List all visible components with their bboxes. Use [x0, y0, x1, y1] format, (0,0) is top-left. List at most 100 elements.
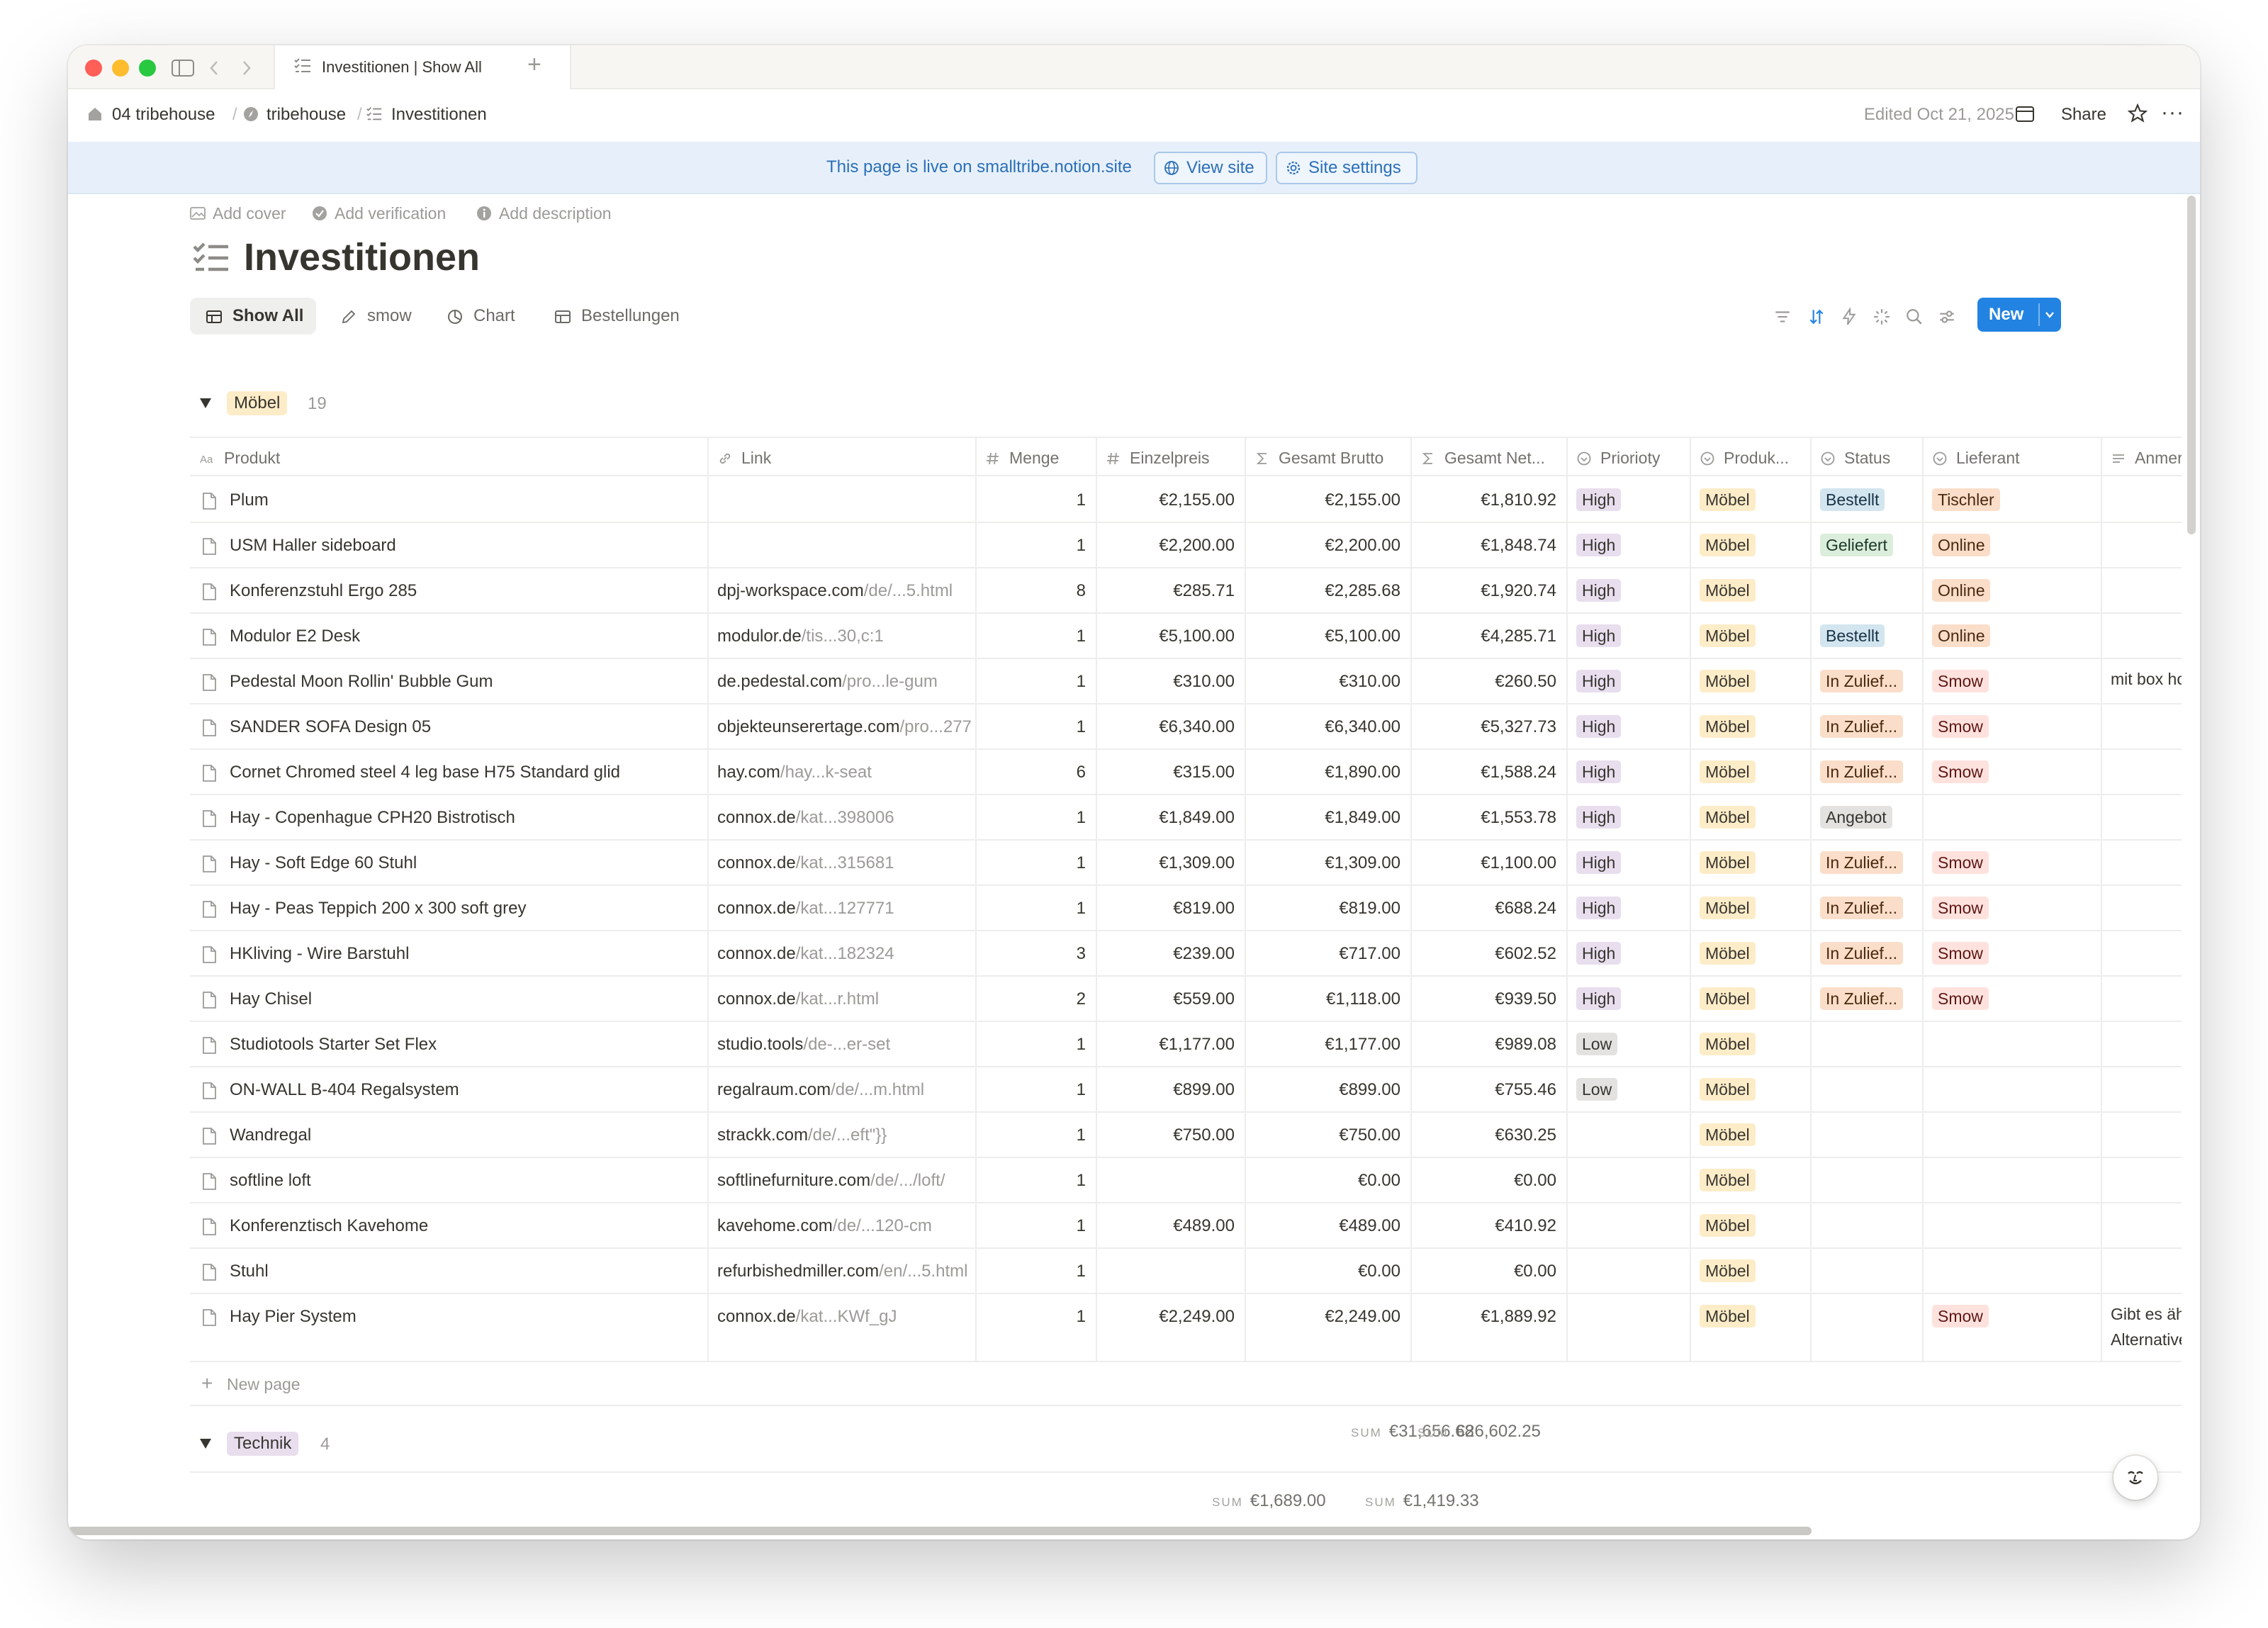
brutto-cell[interactable]: €0.00 [1245, 1249, 1410, 1294]
link-cell[interactable]: connox.de/kat...398006 [707, 795, 975, 841]
status-cell[interactable]: Bestellt [1810, 614, 1922, 659]
column-header[interactable]: Gesamt Net... [1410, 438, 1566, 478]
netto-cell[interactable]: €1,848.74 [1410, 523, 1566, 568]
produkt-cell[interactable]: Konferenzstuhl Ergo 285 [190, 568, 707, 614]
netto-cell[interactable]: €1,920.74 [1410, 568, 1566, 614]
column-header[interactable]: Status [1810, 438, 1922, 478]
link-path[interactable]: /de/...m.html [831, 1080, 925, 1099]
column-header[interactable]: Einzelpreis [1096, 438, 1245, 478]
collapse-caret-icon[interactable] [200, 398, 211, 408]
status-cell[interactable]: Bestellt [1810, 478, 1922, 523]
status-cell[interactable] [1810, 1022, 1922, 1067]
brutto-cell[interactable]: €1,890.00 [1245, 750, 1410, 795]
lieferant-cell[interactable]: Tischler [1922, 478, 2101, 523]
netto-cell[interactable]: €939.50 [1410, 977, 1566, 1022]
produkt-cell[interactable]: Hay Pier System [190, 1294, 707, 1340]
prio-cell[interactable]: Low [1566, 1067, 1690, 1113]
brutto-cell[interactable]: €819.00 [1245, 886, 1410, 931]
table-row[interactable]: softline loft softlinefurniture.com/de/..… [190, 1158, 2182, 1203]
chevron-down-icon[interactable] [2043, 308, 2057, 322]
table-row[interactable]: Hay Chisel connox.de/kat...r.html 2 €559.00… [190, 977, 2182, 1022]
prio-cell[interactable] [1566, 1158, 1690, 1203]
lieferant-cell[interactable]: Smow [1922, 886, 2101, 931]
produkt-cell[interactable]: Studiotools Starter Set Flex [190, 1022, 707, 1067]
menge-cell[interactable]: 1 [975, 1022, 1096, 1067]
link-path[interactable]: /de/...eft"}} [808, 1125, 887, 1145]
add-cover-button[interactable]: Add cover [213, 204, 286, 223]
produk-cell[interactable]: Möbel [1690, 841, 1810, 886]
einzel-cell[interactable]: €899.00 [1096, 1067, 1245, 1113]
link-cell[interactable]: connox.de/kat...182324 [707, 931, 975, 977]
menge-cell[interactable]: 1 [975, 523, 1096, 568]
status-cell[interactable] [1810, 1294, 1922, 1340]
column-header[interactable]: Aa Produkt [190, 438, 707, 478]
brutto-cell[interactable]: €2,155.00 [1245, 478, 1410, 523]
produkt-cell[interactable]: Pedestal Moon Rollin' Bubble Gum [190, 659, 707, 704]
link-path[interactable]: /hay...k-seat [780, 763, 872, 782]
lieferant-cell[interactable]: Smow [1922, 931, 2101, 977]
einzel-cell[interactable]: €1,177.00 [1096, 1022, 1245, 1067]
link-cell[interactable]: connox.de/kat...315681 [707, 841, 975, 886]
produkt-cell[interactable]: Stuhl [190, 1249, 707, 1294]
lieferant-cell[interactable] [1922, 1067, 2101, 1113]
back-arrow-icon[interactable] [208, 60, 220, 77]
forward-arrow-icon[interactable] [241, 60, 252, 77]
menge-cell[interactable]: 1 [975, 841, 1096, 886]
lieferant-cell[interactable]: Online [1922, 614, 2101, 659]
netto-cell[interactable]: €755.46 [1410, 1067, 1566, 1113]
lieferant-cell[interactable] [1922, 1022, 2101, 1067]
column-header[interactable]: Menge [975, 438, 1096, 478]
einzel-cell[interactable]: €819.00 [1096, 886, 1245, 931]
search-icon[interactable] [1905, 308, 1924, 326]
prio-cell[interactable]: High [1566, 750, 1690, 795]
link-cell[interactable] [707, 478, 975, 523]
filter-icon[interactable] [1773, 308, 1792, 326]
lieferant-cell[interactable]: Smow [1922, 704, 2101, 750]
brutto-cell[interactable]: €6,340.00 [1245, 704, 1410, 750]
add-description-button[interactable]: Add description [499, 204, 612, 223]
menge-cell[interactable]: 8 [975, 568, 1096, 614]
einzel-cell[interactable]: €239.00 [1096, 931, 1245, 977]
close-window-button[interactable] [85, 60, 102, 77]
lieferant-cell[interactable]: Smow [1922, 977, 2101, 1022]
einzel-cell[interactable]: €489.00 [1096, 1203, 1245, 1249]
brutto-cell[interactable]: €2,249.00 [1245, 1294, 1410, 1340]
produk-cell[interactable]: Möbel [1690, 795, 1810, 841]
brutto-cell[interactable]: €489.00 [1245, 1203, 1410, 1249]
new-tab-button[interactable]: + [527, 51, 541, 78]
breadcrumb-item-tribehouse[interactable]: tribehouse [266, 105, 347, 124]
table-row[interactable]: Hay Pier System connox.de/kat...KWf_gJ 1 €2… [190, 1294, 2182, 1362]
table-row[interactable]: Wandregal strackk.com/de/...eft"}} 1 €750.0… [190, 1113, 2182, 1158]
netto-cell[interactable]: €630.25 [1410, 1113, 1566, 1158]
netto-cell[interactable]: €0.00 [1410, 1249, 1566, 1294]
brutto-cell[interactable]: €2,200.00 [1245, 523, 1410, 568]
status-cell[interactable]: Angebot [1810, 795, 1922, 841]
table-row[interactable]: Hay - Peas Teppich 200 x 300 soft grey co… [190, 886, 2182, 931]
netto-cell[interactable]: €410.92 [1410, 1203, 1566, 1249]
link-host[interactable]: objekteunserertage.com [717, 717, 900, 736]
produkt-cell[interactable]: USM Haller sideboard [190, 523, 707, 568]
prio-cell[interactable]: High [1566, 568, 1690, 614]
produkt-cell[interactable]: Hay - Soft Edge 60 Stuhl [190, 841, 707, 886]
einzel-cell[interactable]: €285.71 [1096, 568, 1245, 614]
menge-cell[interactable]: 1 [975, 886, 1096, 931]
collapse-caret-icon[interactable] [200, 1439, 211, 1449]
menge-cell[interactable]: 1 [975, 1203, 1096, 1249]
einzel-cell[interactable]: €315.00 [1096, 750, 1245, 795]
share-button[interactable]: Share [2060, 105, 2106, 124]
lieferant-cell[interactable] [1922, 1113, 2101, 1158]
status-cell[interactable] [1810, 1249, 1922, 1294]
prio-cell[interactable]: High [1566, 659, 1690, 704]
anmerkung-cell[interactable]: mit box holder und [2101, 659, 2182, 727]
brutto-cell[interactable]: €5,100.00 [1245, 614, 1410, 659]
einzel-cell[interactable]: €5,100.00 [1096, 614, 1245, 659]
lieferant-cell[interactable]: Smow [1922, 659, 2101, 704]
link-host[interactable]: connox.de [717, 944, 796, 963]
link-cell[interactable]: connox.de/kat...r.html [707, 977, 975, 1022]
prio-cell[interactable]: Low [1566, 1022, 1690, 1067]
link-host[interactable]: connox.de [717, 989, 796, 1009]
table-row[interactable]: Pedestal Moon Rollin' Bubble Gum de.pedes… [190, 659, 2182, 704]
column-header[interactable]: Produk... [1690, 438, 1810, 478]
link-cell[interactable]: de.pedestal.com/pro...le-gum [707, 659, 975, 704]
breadcrumb-item-investitionen[interactable]: Investitionen [391, 105, 487, 124]
